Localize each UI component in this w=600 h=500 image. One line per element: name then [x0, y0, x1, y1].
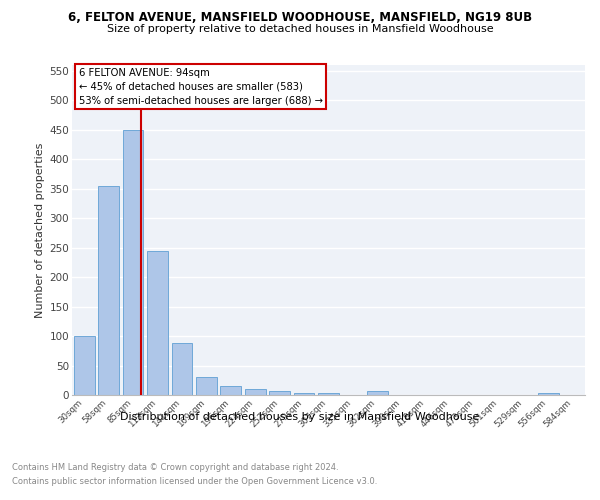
Bar: [122, 130, 143, 395]
Bar: [538, 392, 559, 395]
Text: Contains public sector information licensed under the Open Government Licence v3: Contains public sector information licen…: [12, 477, 377, 486]
Bar: [293, 392, 314, 395]
Bar: [367, 392, 388, 395]
Bar: [245, 389, 266, 395]
Text: Size of property relative to detached houses in Mansfield Woodhouse: Size of property relative to detached ho…: [107, 24, 493, 34]
Bar: [220, 386, 241, 395]
Bar: [196, 378, 217, 395]
Bar: [318, 392, 339, 395]
Bar: [98, 186, 119, 395]
Text: Contains HM Land Registry data © Crown copyright and database right 2024.: Contains HM Land Registry data © Crown c…: [12, 464, 338, 472]
Bar: [172, 343, 193, 395]
Bar: [269, 391, 290, 395]
Text: 6, FELTON AVENUE, MANSFIELD WOODHOUSE, MANSFIELD, NG19 8UB: 6, FELTON AVENUE, MANSFIELD WOODHOUSE, M…: [68, 11, 532, 24]
Y-axis label: Number of detached properties: Number of detached properties: [35, 142, 46, 318]
Bar: [147, 250, 168, 395]
Text: 6 FELTON AVENUE: 94sqm
← 45% of detached houses are smaller (583)
53% of semi-de: 6 FELTON AVENUE: 94sqm ← 45% of detached…: [79, 68, 323, 106]
Bar: [74, 336, 95, 395]
Text: Distribution of detached houses by size in Mansfield Woodhouse: Distribution of detached houses by size …: [121, 412, 479, 422]
